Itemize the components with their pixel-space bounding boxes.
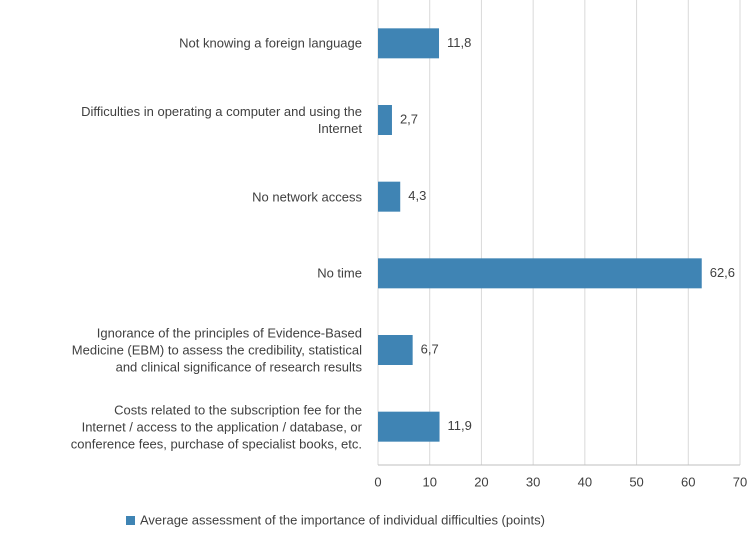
legend-swatch xyxy=(126,516,135,525)
bar xyxy=(378,105,392,135)
x-tick-label: 20 xyxy=(474,474,488,489)
x-tick-label: 50 xyxy=(629,474,643,489)
value-label: 11,8 xyxy=(447,35,471,50)
bar xyxy=(378,411,440,442)
bar xyxy=(378,181,401,212)
value-label: 62,6 xyxy=(710,265,735,280)
y-tick-label: Ignorance of the principles of Evidence-… xyxy=(71,325,362,375)
x-tick-label: 60 xyxy=(681,474,695,489)
x-tick-label: 10 xyxy=(422,474,436,489)
y-tick-label: No network access xyxy=(252,189,362,205)
value-label: 11,9 xyxy=(448,418,472,433)
y-tick-label: Not knowing a foreign language xyxy=(179,35,362,51)
value-label: 2,7 xyxy=(400,111,418,126)
legend-label: Average assessment of the importance of … xyxy=(140,512,545,527)
value-label: 6,7 xyxy=(421,341,439,356)
x-tick-label: 70 xyxy=(733,474,747,489)
y-tick-label: Difficulties in operating a computer and… xyxy=(81,104,362,136)
y-tick-label: Costs related to the subscription fee fo… xyxy=(70,402,362,452)
x-tick-label: 40 xyxy=(578,474,592,489)
x-tick-label: 30 xyxy=(526,474,540,489)
bar xyxy=(378,335,413,365)
y-tick-label: No time xyxy=(317,265,362,281)
value-label: 4,3 xyxy=(408,188,426,203)
bar xyxy=(378,28,440,59)
bar xyxy=(378,258,702,289)
x-tick-label: 0 xyxy=(374,474,381,489)
